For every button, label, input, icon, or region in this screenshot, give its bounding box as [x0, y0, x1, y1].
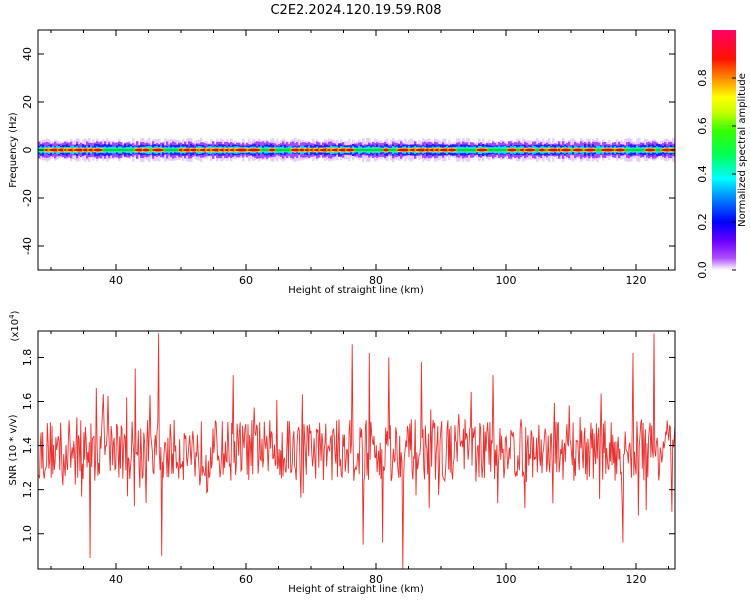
spectrogram-x-label: Height of straight line (km) [288, 285, 424, 296]
snr-y-tick-label: 1.8 [21, 349, 34, 367]
colorbar-label: Normalized spectral amplitude [737, 73, 748, 227]
snr-y-tick-label: 1.0 [21, 525, 34, 543]
spectrogram-y-tick-label: 0 [21, 147, 34, 154]
snr-y-tick-label: 1.2 [21, 481, 34, 499]
snr-scale-label: (x104) [8, 310, 21, 341]
spectrogram-y-tick-label: 20 [21, 95, 34, 109]
snr-x-tick-label: 40 [109, 573, 123, 586]
spectrogram-y-tick-label: -40 [21, 237, 34, 255]
colorbar-tick-label: 0.2 [696, 213, 709, 231]
spectrogram-x-tick-label: 100 [496, 274, 517, 287]
spectrogram-panel: 40 60 80 100 120 -40 -20 0 20 40 Height of straig… [8, 29, 676, 296]
snr-y-label: SNR (10 * v/v) [8, 414, 19, 485]
snr-x-tick-label: 80 [369, 573, 383, 586]
spectrogram-y-tick-label: -20 [21, 189, 34, 207]
spectrogram-heatmap [38, 137, 675, 163]
colorbar: 0.0 0.2 0.4 0.6 0.8 Normalized spectral ampl… [696, 30, 748, 279]
spectrogram-x-tick-label: 120 [626, 274, 647, 287]
chart-title: C2E2.2024.120.19.59.R08 [270, 3, 441, 18]
colorbar-ticks: 0.0 0.2 0.4 0.6 0.8 [696, 69, 736, 279]
spectrogram-y-tick-label: 40 [21, 47, 34, 61]
snr-ticks: 40 60 80 100 120 1.0 1.2 1.4 1.6 1.8 [21, 331, 675, 586]
colorbar-tick-label: 0.6 [696, 117, 709, 135]
snr-panel: 40 60 80 100 120 1.0 1.2 1.4 1.6 1.8 Height of st… [8, 310, 676, 595]
spectrogram-ticks: 40 60 80 100 120 -40 -20 0 20 40 [21, 30, 675, 287]
colorbar-gradient [712, 30, 736, 270]
spectrogram-x-tick-label: 60 [239, 274, 253, 287]
spectrogram-x-tick-label: 40 [109, 274, 123, 287]
snr-x-tick-label: 60 [239, 573, 253, 586]
colorbar-tick-label: 0.4 [696, 165, 709, 183]
snr-frame [37, 330, 676, 570]
snr-x-tick-label: 100 [496, 573, 517, 586]
spectrogram-y-label: Frequency (Hz) [8, 112, 19, 188]
colorbar-tick-label: 0.8 [696, 69, 709, 87]
colorbar-tick-label: 0.0 [696, 261, 709, 279]
snr-y-tick-label: 1.4 [21, 437, 34, 455]
snr-x-label: Height of straight line (km) [288, 584, 424, 595]
snr-x-tick-label: 120 [626, 573, 647, 586]
snr-series-line [38, 333, 675, 569]
snr-y-tick-label: 1.6 [21, 393, 34, 411]
spectrogram-x-tick-label: 80 [369, 274, 383, 287]
